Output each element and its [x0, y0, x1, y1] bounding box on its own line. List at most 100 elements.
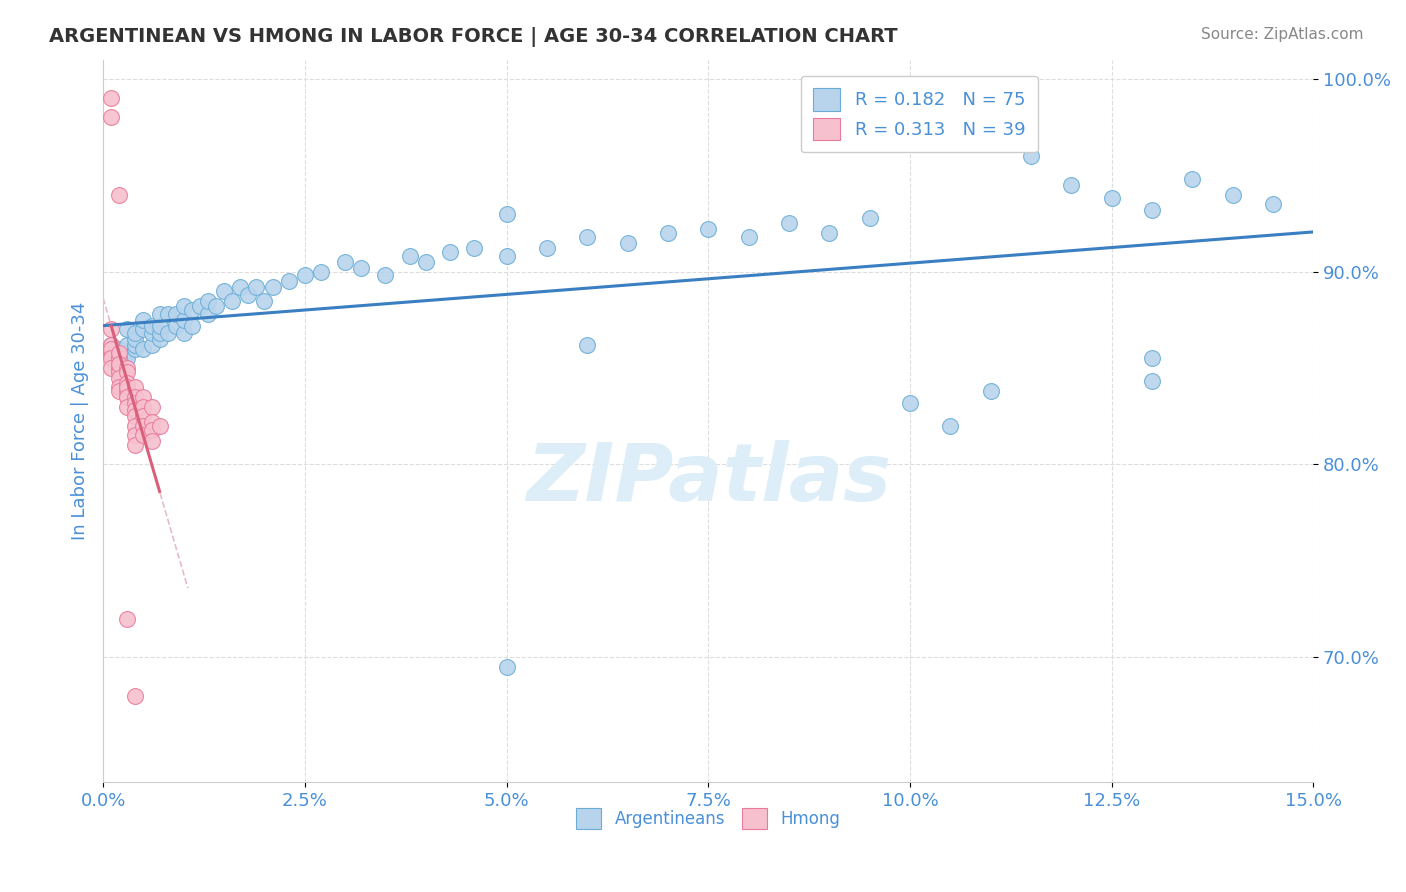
Point — [1140, 375, 1163, 389]
Text: ARGENTINEAN VS HMONG IN LABOR FORCE | AGE 30-34 CORRELATION CHART: ARGENTINEAN VS HMONG IN LABOR FORCE | AG… — [49, 27, 898, 46]
Point — [132, 322, 155, 336]
Point — [229, 280, 252, 294]
Point — [180, 303, 202, 318]
Point — [858, 211, 880, 225]
Point — [117, 390, 139, 404]
Point — [495, 207, 517, 221]
Point — [778, 216, 800, 230]
Point — [124, 338, 146, 352]
Point — [141, 338, 163, 352]
Point — [1140, 351, 1163, 366]
Point — [149, 332, 172, 346]
Point — [100, 345, 122, 359]
Point — [253, 293, 276, 308]
Point — [1019, 149, 1042, 163]
Point — [100, 111, 122, 125]
Point — [124, 390, 146, 404]
Point — [108, 345, 131, 359]
Point — [108, 370, 131, 384]
Point — [108, 380, 131, 394]
Point — [1140, 202, 1163, 217]
Point — [124, 689, 146, 703]
Point — [1222, 187, 1244, 202]
Point — [117, 338, 139, 352]
Point — [100, 342, 122, 356]
Point — [173, 313, 195, 327]
Point — [415, 255, 437, 269]
Point — [141, 434, 163, 449]
Point — [108, 365, 131, 379]
Point — [350, 260, 373, 275]
Point — [149, 418, 172, 433]
Point — [737, 230, 759, 244]
Point — [100, 338, 122, 352]
Point — [108, 361, 131, 376]
Point — [117, 380, 139, 394]
Point — [141, 318, 163, 333]
Point — [156, 307, 179, 321]
Point — [132, 418, 155, 433]
Point — [188, 299, 211, 313]
Point — [141, 400, 163, 414]
Point — [294, 268, 316, 283]
Point — [238, 287, 260, 301]
Point — [173, 299, 195, 313]
Point — [117, 345, 139, 359]
Point — [245, 280, 267, 294]
Point — [108, 361, 131, 376]
Text: Source: ZipAtlas.com: Source: ZipAtlas.com — [1201, 27, 1364, 42]
Point — [149, 318, 172, 333]
Point — [124, 428, 146, 442]
Point — [463, 242, 485, 256]
Point — [576, 338, 599, 352]
Point — [536, 242, 558, 256]
Point — [197, 293, 219, 308]
Point — [100, 351, 122, 366]
Point — [108, 187, 131, 202]
Point — [398, 249, 420, 263]
Point — [124, 332, 146, 346]
Point — [495, 659, 517, 673]
Point — [197, 307, 219, 321]
Point — [100, 361, 122, 376]
Point — [100, 91, 122, 105]
Point — [439, 245, 461, 260]
Point — [149, 307, 172, 321]
Point — [117, 365, 139, 379]
Point — [124, 342, 146, 356]
Point — [117, 322, 139, 336]
Point — [132, 390, 155, 404]
Point — [117, 376, 139, 391]
Point — [108, 342, 131, 356]
Point — [939, 418, 962, 433]
Point — [117, 400, 139, 414]
Point — [124, 418, 146, 433]
Point — [333, 255, 356, 269]
Point — [149, 326, 172, 341]
Point — [124, 326, 146, 341]
Point — [124, 403, 146, 417]
Point — [165, 318, 187, 333]
Point — [1261, 197, 1284, 211]
Point — [108, 384, 131, 398]
Point — [141, 423, 163, 437]
Point — [100, 338, 122, 352]
Point — [576, 230, 599, 244]
Point — [132, 313, 155, 327]
Point — [980, 384, 1002, 398]
Point — [156, 326, 179, 341]
Point — [117, 384, 139, 398]
Point — [221, 293, 243, 308]
Point — [374, 268, 396, 283]
Point — [1101, 191, 1123, 205]
Point — [141, 415, 163, 429]
Point — [277, 274, 299, 288]
Point — [124, 409, 146, 424]
Point — [108, 357, 131, 371]
Point — [124, 438, 146, 452]
Point — [1060, 178, 1083, 192]
Point — [117, 361, 139, 376]
Point — [132, 428, 155, 442]
Point — [173, 326, 195, 341]
Point — [205, 299, 228, 313]
